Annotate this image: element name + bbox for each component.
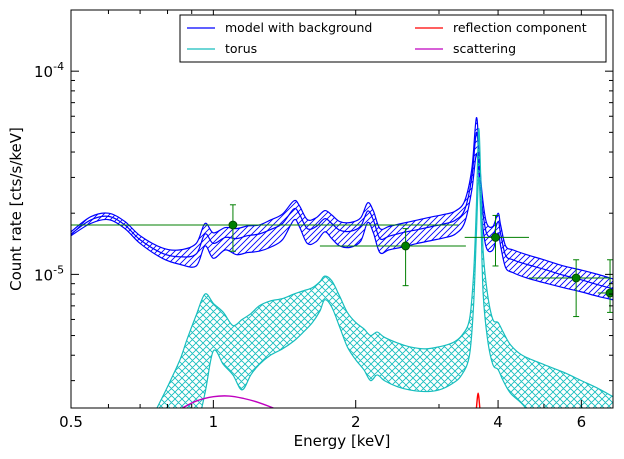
model-mid-line — [71, 131, 613, 290]
x-tick-label-0: 0.5 — [59, 413, 83, 431]
data-point-2 — [401, 241, 411, 251]
plot-frame — [70, 9, 614, 409]
torus-upper-line — [156, 128, 613, 408]
reflection-line — [475, 392, 481, 408]
y-tick-label-1: 10-4 — [34, 60, 64, 81]
x-tick-label-3: 4 — [493, 413, 503, 431]
legend-label-model: model with background — [225, 20, 372, 35]
y-axis-label: Count rate [cts/s/keV] — [7, 127, 25, 291]
torus-lower-line — [201, 176, 527, 408]
model-lower-line — [71, 153, 613, 301]
x-axis-label: Energy [keV] — [294, 432, 391, 450]
x-tick-label-1: 1 — [209, 413, 219, 431]
plot-background — [71, 10, 613, 408]
data-point-3 — [491, 233, 500, 242]
legend-label-torus: torus — [225, 41, 257, 56]
y-tick-label-0: 10-5 — [34, 263, 64, 284]
legend: model with background torus reflection c… — [179, 14, 607, 63]
legend-label-scattering: scattering — [453, 41, 516, 56]
data-point-4 — [571, 273, 581, 283]
model-band-fill — [71, 117, 613, 300]
torus-band-fill — [156, 128, 613, 408]
x-tick-label-2: 2 — [351, 413, 361, 431]
legend-label-reflection: reflection component — [453, 20, 587, 35]
legend-frame — [179, 14, 607, 63]
data-point-5 — [605, 288, 613, 298]
tick-layer: 0.5 1 2 4 6 10-5 10-4 — [34, 9, 614, 431]
data-point-1 — [228, 220, 238, 230]
plot-layer — [71, 117, 613, 408]
x-tick-label-4: 6 — [577, 413, 587, 431]
scattering-line — [182, 395, 274, 408]
